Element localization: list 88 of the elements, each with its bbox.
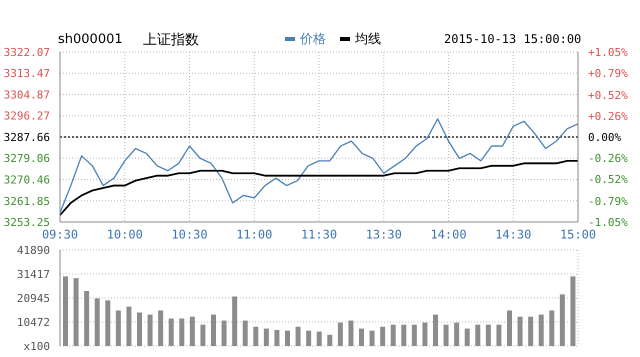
bar [232,296,238,346]
chart-subtitle: sh000001 [58,32,123,47]
y-tick-label: 3322.07 [4,46,50,59]
bar [528,316,534,346]
y2-tick-label: 0.00% [588,131,622,144]
y2-tick-label: +0.52% [588,88,628,102]
bar [285,330,290,346]
y2-tick-label: -0.79% [588,194,628,208]
y2-tick-label: -0.52% [588,173,628,186]
bar [338,322,343,346]
y-tick-label: x100 [24,340,50,353]
bar [560,294,565,346]
bar [179,318,184,346]
bar [105,300,110,346]
bar [126,306,132,346]
bar [296,326,301,346]
bar [63,276,68,346]
line-series [60,160,578,216]
y-tick-label: 10472 [16,316,50,329]
y-tick-label: 3296.27 [4,110,50,123]
y2-tick-label: -1.05% [588,216,628,229]
y2-tick-label: +0.26% [588,110,628,123]
x-tick-label: 11:00 [236,228,272,242]
bar [148,314,153,346]
bar [253,326,258,346]
bar [507,310,512,346]
bar [327,334,332,346]
legend-label: 均线 [354,31,381,48]
bar [74,278,79,346]
y2-tick-label: +1.05% [588,46,628,59]
y-tick-label: 3304.87 [4,88,50,102]
bar [137,312,142,346]
y-tick-label: 3270.46 [4,173,50,186]
bar [486,324,491,346]
y-tick-label: 3279.06 [4,152,50,166]
bar [570,276,576,346]
bar [464,328,470,346]
x-tick-label: 10:00 [106,228,143,242]
x-tick-label: 14:00 [430,228,467,242]
x-tick-label: 09:30 [42,228,78,242]
bar [433,314,438,346]
bar [242,320,248,346]
bar [496,324,502,346]
bar [359,328,364,346]
x-tick-label: 11:30 [300,228,338,242]
bar [390,324,396,346]
y2-tick-label: -0.26% [588,152,628,166]
y-tick-label: 20945 [16,292,50,305]
y-tick-label: 3261.85 [4,194,50,208]
bar [200,324,206,346]
bar [475,324,480,346]
y-tick-label: 3287.66 [4,131,50,144]
y-tick-label: 41890 [16,244,50,257]
bar [348,320,354,346]
line-series [60,118,578,214]
bar [549,310,554,346]
bar [538,314,544,346]
bar [190,316,195,346]
bar [116,310,121,346]
x-tick-label: 10:30 [171,228,208,242]
y-tick-label: 3313.47 [4,67,50,80]
bar [380,326,386,346]
bar [84,291,90,346]
bar [211,314,216,346]
x-tick-label: 15:00 [560,228,596,242]
bar [94,298,100,346]
bar [454,322,460,346]
bar [518,316,523,346]
bar [444,324,449,346]
bar [274,330,280,346]
bar [370,330,375,346]
bar [168,318,174,346]
bar [158,310,164,346]
bar [412,324,417,346]
bar [306,330,312,346]
y-tick-label: 3253.25 [4,216,50,229]
bar [264,328,269,346]
y-tick-label: 31417 [16,268,50,281]
y2-tick-label: +0.79% [588,67,628,80]
bar [222,320,227,346]
x-tick-label: 14:30 [495,228,532,242]
legend-label: 价格 [299,31,326,48]
x-tick-label: 13:30 [366,228,402,242]
bar [422,322,428,346]
text: 2015-10-13 15:00:00 [444,32,582,46]
bar [401,324,406,346]
chart-title: 上证指数 [143,31,199,49]
bar [316,332,322,346]
